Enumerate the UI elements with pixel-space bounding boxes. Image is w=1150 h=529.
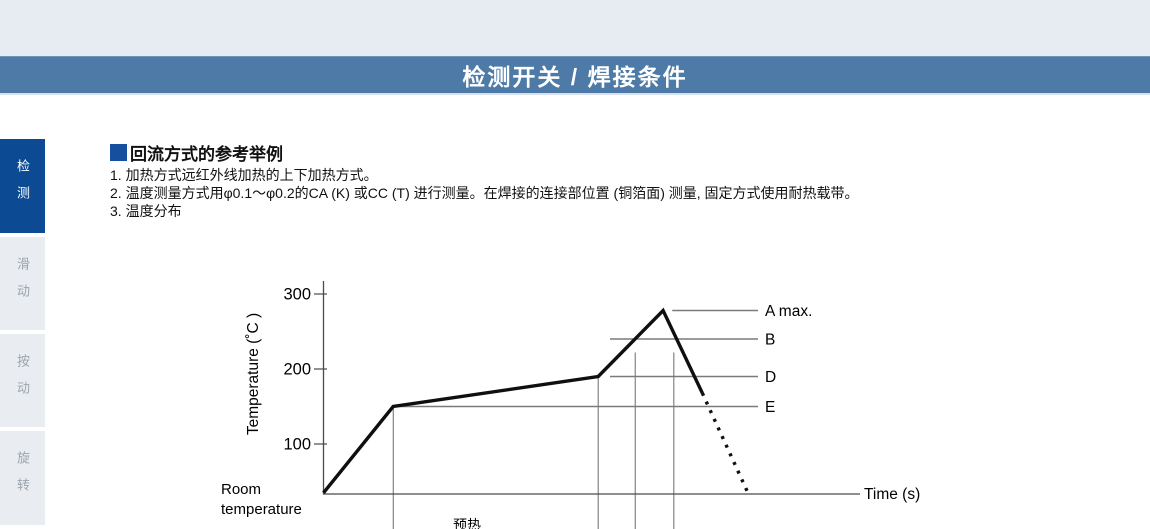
sidebar-tab-push[interactable]: 按动 bbox=[0, 334, 45, 427]
profile-line-solid bbox=[322, 307, 704, 494]
y-tick-label-100: 100 bbox=[283, 436, 311, 454]
page-header: 检测开关 / 焊接条件 bbox=[0, 56, 1150, 95]
origin-label-line-2: temperature bbox=[221, 501, 302, 518]
ref-label-D: D bbox=[765, 369, 776, 386]
section-heading: 回流方式的参考举例 bbox=[110, 140, 283, 165]
ref-label-B: B bbox=[765, 332, 775, 349]
x-axis-title: Time (s) bbox=[864, 486, 920, 503]
sidebar-tab-label: 旋转 bbox=[15, 451, 30, 505]
sidebar-tab-slide[interactable]: 滑动 bbox=[0, 237, 45, 330]
ref-label-E: E bbox=[765, 399, 775, 416]
top-band bbox=[0, 0, 1150, 56]
origin-label-line-1: Room bbox=[221, 481, 261, 498]
preheat-zone-label: 预热 bbox=[453, 517, 481, 529]
profile-line-dashed bbox=[700, 392, 750, 494]
note-line-2: 2. 温度测量方式用φ0.1～φ0.2的CA (K) 或CC (T) 进行测量。… bbox=[110, 185, 859, 201]
y-axis-title: Temperature (˚C ) bbox=[245, 313, 262, 435]
sidebar-tab-rotary[interactable]: 旋转 bbox=[0, 431, 45, 525]
sidebar-tab-detection[interactable]: 检测 bbox=[0, 139, 45, 233]
sidebar-tab-label: 按动 bbox=[15, 353, 30, 408]
note-line-3: 3. 温度分布 bbox=[110, 203, 182, 219]
section-title: 回流方式的参考举例 bbox=[130, 145, 283, 164]
sidebar-tab-label: 检测 bbox=[15, 159, 30, 213]
y-tick-label-200: 200 bbox=[283, 361, 311, 379]
notes-list: 1. 加热方式远红外线加热的上下加热方式。 2. 温度测量方式用φ0.1～φ0.… bbox=[110, 166, 859, 220]
ref-label-Amax: A max. bbox=[765, 303, 812, 320]
sidebar-tab-label: 滑动 bbox=[15, 256, 30, 311]
page-title: 检测开关 / 焊接条件 bbox=[462, 63, 688, 90]
section-marker-icon bbox=[110, 144, 127, 161]
note-line-1: 1. 加热方式远红外线加热的上下加热方式。 bbox=[110, 167, 378, 183]
y-tick-label-300: 300 bbox=[283, 286, 311, 304]
